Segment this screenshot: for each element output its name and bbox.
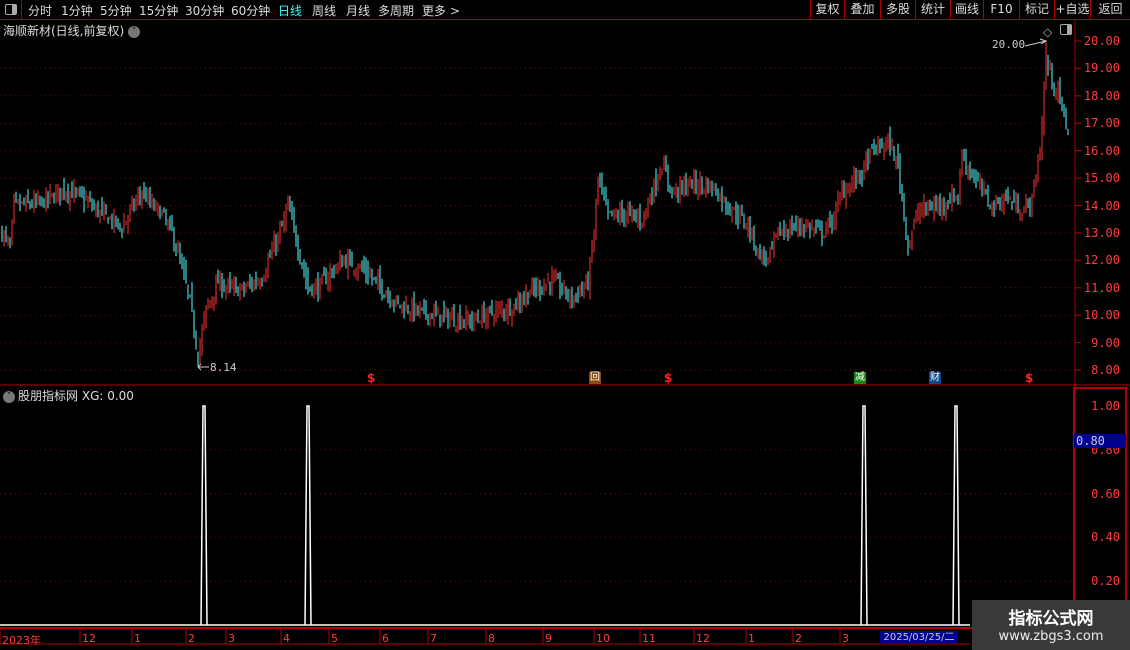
price-tick-label: 17.00 bbox=[1083, 116, 1120, 131]
stock-title: 海顺新材(日线,前复权) bbox=[3, 24, 125, 38]
xg-signal-spike bbox=[952, 405, 960, 626]
date-tick-label: 10 bbox=[596, 632, 610, 645]
date-tick-label: 4 bbox=[283, 632, 290, 645]
xg-signal-spike bbox=[200, 405, 208, 626]
indicator-tick-label: 0.60 bbox=[1091, 486, 1120, 501]
price-tick-label: 14.00 bbox=[1083, 198, 1120, 213]
hui-icon[interactable]: 回 bbox=[589, 372, 601, 384]
date-tick-label: 3 bbox=[228, 632, 235, 645]
price-tick-label: 19.00 bbox=[1083, 61, 1120, 76]
date-tick-label: 2023年 bbox=[2, 634, 41, 647]
diamond-icon[interactable]: ◇ bbox=[1043, 25, 1053, 39]
price-tick-label: 16.00 bbox=[1083, 143, 1120, 158]
toolbar-button-8[interactable]: 返回 bbox=[1090, 0, 1130, 19]
date-tick-label: 2 bbox=[188, 632, 195, 645]
toolbar-button-6[interactable]: 标记 bbox=[1019, 0, 1054, 19]
price-tick-label: 8.00 bbox=[1091, 363, 1120, 378]
price-tick-label: 15.00 bbox=[1083, 171, 1120, 186]
period-tab-2[interactable]: 5分钟 bbox=[100, 4, 132, 18]
price-tick-label: 20.00 bbox=[1083, 34, 1120, 48]
panel-toggle-icon bbox=[5, 4, 17, 15]
chevron-down-icon[interactable]: ˅ bbox=[128, 25, 141, 38]
price-tick-label: 9.00 bbox=[1091, 335, 1120, 350]
period-tab-4[interactable]: 30分钟 bbox=[185, 4, 225, 18]
watermark: 指标公式网 www.zbgs3.com bbox=[972, 600, 1130, 650]
dollar-icon[interactable]: $ bbox=[1025, 371, 1034, 385]
panel-toggle-icon[interactable] bbox=[1060, 24, 1072, 35]
toolbar: 分时 1分钟 5分钟 15分钟 30分钟 60分钟 日线 周线 月线 多周期 更多 > 复权 叠加 多股… bbox=[0, 0, 1130, 20]
indicator-tick-label: 0.20 bbox=[1091, 574, 1120, 589]
period-tab-5[interactable]: 60分钟 bbox=[231, 4, 271, 18]
toolbar-button-1[interactable]: 叠加 bbox=[844, 0, 880, 19]
toolbar-button-5[interactable]: F10 bbox=[983, 0, 1019, 19]
date-tick-label: 8 bbox=[488, 632, 495, 645]
dollar-icon[interactable]: $ bbox=[664, 371, 673, 385]
period-tab-1[interactable]: 1分钟 bbox=[61, 4, 93, 18]
price-tick-label: 13.00 bbox=[1083, 225, 1120, 240]
toolbar-button-7[interactable]: +自选 bbox=[1054, 0, 1090, 19]
min-price-annotation: 8.14 bbox=[210, 361, 237, 374]
jian-icon[interactable]: 减 bbox=[854, 372, 866, 384]
xg-signal-spike bbox=[304, 405, 312, 626]
date-tick-label: 7 bbox=[430, 632, 437, 645]
chevron-down-icon[interactable]: ˅ bbox=[3, 390, 15, 403]
price-tick-label: 12.00 bbox=[1083, 253, 1120, 268]
date-tick-label: 1 bbox=[748, 632, 755, 645]
date-tick-label: 3 bbox=[842, 632, 849, 645]
date-tick-label: 5 bbox=[331, 632, 338, 645]
period-tab-10[interactable]: 更多 > bbox=[422, 4, 460, 18]
xg-signal-spike bbox=[860, 405, 868, 626]
date-tick-label: 12 bbox=[696, 632, 710, 645]
date-tick-label: 6 bbox=[382, 632, 389, 645]
period-tab-8[interactable]: 月线 bbox=[346, 4, 371, 18]
toolbar-button-2[interactable]: 多股 bbox=[880, 0, 915, 19]
toolbar-button-3[interactable]: 统计 bbox=[915, 0, 950, 19]
period-tab-3[interactable]: 15分钟 bbox=[139, 4, 179, 18]
main-panel-title[interactable]: 海顺新材(日线,前复权) ˅ bbox=[3, 22, 141, 39]
dollar-icon[interactable]: $ bbox=[367, 371, 376, 385]
price-tick-label: 18.00 bbox=[1083, 88, 1120, 103]
date-tick-label: 11 bbox=[642, 632, 656, 645]
toolbar-button-4[interactable]: 画线 bbox=[950, 0, 983, 19]
date-tick-label: 12 bbox=[82, 632, 96, 645]
crosshair-value-box: 0.80 bbox=[1074, 434, 1126, 448]
period-tab-6[interactable]: 日线 bbox=[278, 4, 303, 18]
period-tab-9[interactable]: 多周期 bbox=[378, 4, 415, 18]
indicator-tick-label: 0.40 bbox=[1091, 530, 1120, 545]
period-tab-0[interactable]: 分时 bbox=[28, 4, 53, 18]
price-tick-label: 11.00 bbox=[1083, 280, 1120, 295]
sidebar-toggle-button[interactable] bbox=[0, 0, 22, 20]
watermark-title: 指标公式网 bbox=[1008, 609, 1094, 629]
indicator-name: 股朋指标网 bbox=[18, 389, 79, 403]
max-arrow-icon bbox=[1024, 38, 1048, 47]
indicator-axis-frame bbox=[1073, 387, 1127, 629]
cursor-date-box: 2025/03/25/二 bbox=[880, 631, 958, 644]
price-tick-label: 10.00 bbox=[1083, 308, 1120, 323]
watermark-url: www.zbgs3.com bbox=[998, 629, 1104, 644]
date-tick-label: 9 bbox=[545, 632, 552, 645]
toolbar-button-0[interactable]: 复权 bbox=[810, 0, 844, 19]
max-price-annotation: 20.00 bbox=[992, 38, 1026, 51]
cai-icon[interactable]: 财 bbox=[929, 372, 941, 384]
date-tick-label: 2 bbox=[795, 632, 802, 645]
date-tick-label: 1 bbox=[134, 632, 141, 645]
indicator-tick-label: 1.00 bbox=[1091, 399, 1120, 413]
period-tab-7[interactable]: 周线 bbox=[312, 4, 337, 18]
sub-panel-title[interactable]: ˅ 股朋指标网 XG: 0.00 bbox=[3, 387, 134, 404]
indicator-readout: XG: 0.00 bbox=[81, 389, 134, 403]
min-arrow-icon bbox=[197, 363, 209, 371]
